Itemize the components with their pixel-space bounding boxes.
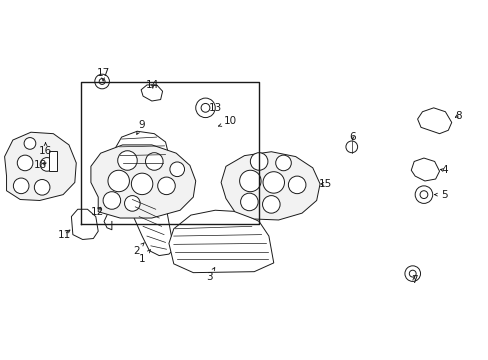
Polygon shape bbox=[141, 85, 162, 101]
Circle shape bbox=[288, 176, 305, 194]
Circle shape bbox=[201, 103, 209, 112]
Circle shape bbox=[419, 191, 427, 198]
Circle shape bbox=[13, 178, 29, 194]
Polygon shape bbox=[114, 131, 168, 175]
Circle shape bbox=[131, 173, 153, 195]
Text: 18: 18 bbox=[34, 160, 47, 170]
Text: 5: 5 bbox=[434, 190, 447, 200]
Text: 10: 10 bbox=[218, 117, 237, 126]
Circle shape bbox=[195, 98, 215, 118]
Circle shape bbox=[263, 172, 284, 193]
Text: 9: 9 bbox=[137, 120, 145, 134]
Text: 2: 2 bbox=[133, 243, 144, 256]
Text: 6: 6 bbox=[349, 132, 355, 142]
Circle shape bbox=[239, 170, 261, 192]
Text: 15: 15 bbox=[318, 179, 331, 189]
Text: 4: 4 bbox=[440, 165, 447, 175]
Circle shape bbox=[118, 151, 137, 170]
Text: 17: 17 bbox=[96, 68, 109, 81]
Text: 8: 8 bbox=[454, 111, 461, 121]
Circle shape bbox=[24, 138, 36, 149]
Circle shape bbox=[124, 195, 140, 211]
Circle shape bbox=[262, 195, 280, 213]
Circle shape bbox=[408, 270, 415, 277]
Polygon shape bbox=[127, 186, 173, 256]
Text: 11: 11 bbox=[58, 230, 71, 240]
Text: 7: 7 bbox=[410, 275, 417, 285]
Circle shape bbox=[414, 186, 432, 203]
Circle shape bbox=[95, 74, 109, 89]
Text: 3: 3 bbox=[205, 267, 214, 282]
Polygon shape bbox=[91, 145, 195, 218]
Text: 12: 12 bbox=[90, 207, 103, 217]
Text: 16: 16 bbox=[39, 143, 52, 156]
Polygon shape bbox=[71, 209, 98, 239]
Circle shape bbox=[169, 162, 184, 177]
Circle shape bbox=[145, 153, 163, 170]
Circle shape bbox=[99, 78, 105, 85]
Circle shape bbox=[275, 155, 291, 171]
Circle shape bbox=[103, 192, 121, 209]
Polygon shape bbox=[49, 151, 57, 171]
Polygon shape bbox=[417, 108, 451, 134]
Text: 13: 13 bbox=[208, 103, 222, 113]
Text: 1: 1 bbox=[139, 250, 150, 264]
Polygon shape bbox=[410, 158, 439, 181]
Polygon shape bbox=[168, 210, 273, 273]
Polygon shape bbox=[221, 152, 320, 220]
Circle shape bbox=[34, 180, 50, 195]
Circle shape bbox=[158, 177, 175, 195]
Circle shape bbox=[240, 193, 258, 211]
Circle shape bbox=[404, 266, 420, 282]
Circle shape bbox=[17, 155, 33, 171]
Polygon shape bbox=[4, 132, 76, 201]
Circle shape bbox=[345, 141, 357, 153]
Circle shape bbox=[250, 153, 267, 170]
Circle shape bbox=[40, 158, 54, 171]
Circle shape bbox=[108, 170, 129, 192]
Text: 14: 14 bbox=[146, 80, 159, 90]
